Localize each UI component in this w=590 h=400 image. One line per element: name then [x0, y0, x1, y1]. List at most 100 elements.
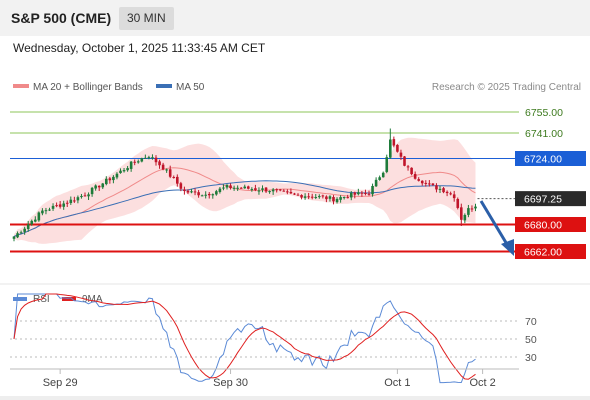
candle	[218, 187, 222, 194]
candle	[215, 189, 218, 196]
candle	[385, 154, 389, 174]
candle	[353, 191, 357, 199]
candle	[268, 190, 271, 194]
candle	[303, 193, 307, 200]
candle	[83, 192, 87, 197]
candle	[335, 197, 339, 204]
candle	[367, 190, 371, 196]
bollinger-band	[14, 137, 476, 244]
candle	[151, 154, 154, 160]
candle	[424, 180, 428, 187]
candle	[16, 231, 19, 239]
timeframe-button[interactable]: 30 MIN	[119, 7, 174, 30]
x-tick-label: Sep 30	[213, 377, 248, 389]
candle	[48, 207, 51, 211]
candle	[90, 186, 94, 197]
candle	[144, 154, 147, 159]
candle	[161, 162, 165, 171]
candle	[328, 195, 332, 202]
header-bar: S&P 500 (CME) 30 MIN	[0, 0, 590, 36]
candle	[229, 183, 232, 190]
candle	[19, 230, 23, 234]
candle	[222, 184, 225, 191]
level-tag-pivot	[515, 151, 586, 166]
candle	[278, 188, 282, 192]
candle	[374, 177, 378, 187]
level-label-support: 6662.00	[524, 247, 562, 259]
candle	[339, 195, 342, 203]
instrument-title: S&P 500 (CME)	[11, 10, 112, 26]
candle	[190, 188, 193, 194]
candle	[310, 193, 314, 200]
level-label-resistance: 6741.00	[525, 128, 563, 140]
candle	[261, 185, 264, 193]
rsi-tick-label: 70	[525, 316, 537, 328]
candle	[200, 194, 204, 197]
level-tag-support	[515, 217, 586, 232]
rsi-tick-label: 30	[525, 352, 537, 364]
x-tick-label: Oct 1	[384, 377, 410, 389]
candle	[371, 183, 374, 197]
candle	[378, 175, 381, 181]
candle	[129, 161, 133, 172]
candle	[296, 193, 300, 196]
forecast-arrow	[479, 200, 514, 256]
candle	[225, 184, 229, 190]
candle	[389, 128, 392, 159]
candle	[346, 194, 349, 199]
candle	[176, 174, 179, 187]
candle	[271, 188, 275, 195]
candle	[428, 180, 431, 187]
candle	[247, 185, 250, 190]
rsi-tick-label: 50	[525, 334, 537, 346]
candle	[364, 189, 367, 196]
candle	[332, 195, 335, 205]
candle	[342, 196, 346, 200]
candle	[94, 184, 97, 191]
candle	[413, 171, 417, 180]
level-label-pivot: 6724.00	[524, 154, 562, 166]
rsi-line	[13, 293, 476, 384]
candle	[321, 194, 325, 199]
candle	[250, 187, 254, 192]
candle	[97, 185, 101, 191]
ma50-line	[13, 180, 476, 237]
candle	[396, 144, 399, 153]
candle	[442, 186, 445, 194]
ma9-legend-swatch	[62, 297, 76, 301]
candle	[403, 155, 406, 167]
candle	[76, 195, 80, 204]
candle	[158, 159, 161, 169]
candle	[154, 155, 158, 166]
level-label-resistance: 6755.00	[525, 107, 563, 119]
candle	[257, 187, 261, 195]
candle	[452, 190, 456, 202]
candle	[381, 171, 385, 178]
candle	[30, 219, 34, 226]
candle	[445, 190, 449, 197]
candle	[108, 176, 112, 184]
ma20-legend-swatch	[13, 84, 29, 88]
candle	[207, 192, 211, 199]
candle	[186, 189, 190, 195]
candle	[12, 236, 16, 242]
candle	[172, 175, 176, 179]
candle	[314, 193, 318, 200]
candle	[360, 190, 364, 197]
candle	[51, 203, 55, 211]
candle	[140, 157, 144, 163]
candle	[62, 200, 65, 210]
candle	[239, 187, 243, 189]
ma50-legend-label: MA 50	[176, 82, 205, 93]
candle	[474, 203, 477, 212]
ma20-legend-label: MA 20 + Bollinger Bands	[33, 82, 143, 93]
candle	[41, 208, 44, 216]
candle	[456, 197, 460, 210]
candle	[87, 192, 90, 201]
candle	[399, 149, 403, 161]
candle	[204, 191, 207, 199]
candle	[119, 168, 122, 174]
candle	[467, 204, 470, 218]
rsi-ma9-line	[13, 293, 476, 380]
candle	[133, 159, 136, 166]
